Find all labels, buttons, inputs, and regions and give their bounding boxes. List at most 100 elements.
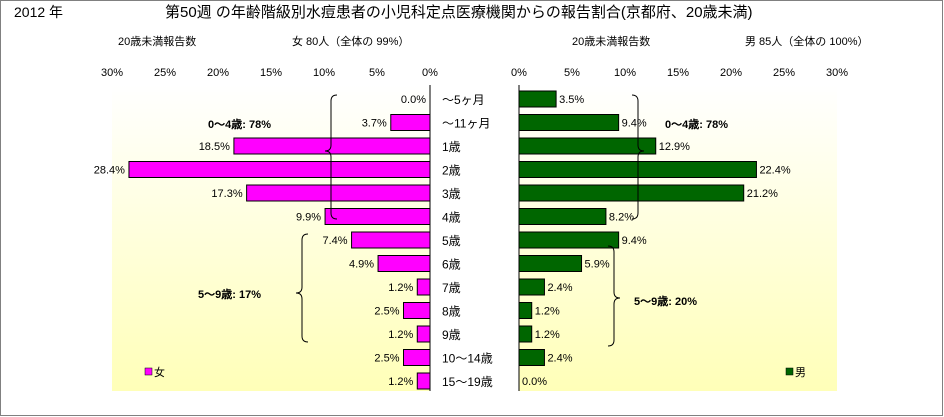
female-annotation-5-9: 5〜9歳: 17% <box>198 287 261 301</box>
male-axis-ticks: 0% 5% 10% 15% 20% 25% 30% <box>511 67 848 79</box>
category-label: 10〜14歳 <box>442 352 493 366</box>
category-labels: 〜5ヶ月〜11ヶ月 1歳 2歳 3歳 4歳 5歳 6歳 7歳 8歳 9歳 10〜14歳 15〜19歳 <box>442 93 493 389</box>
category-label: 4歳 <box>442 211 461 225</box>
male-data-labels: 3.5% 9.4% 12.9% 22.4% 21.2% 8.2% 9.4% 5.9% 2.4% 1… <box>522 94 791 388</box>
female-tick-label: 25% <box>154 67 176 79</box>
female-bar <box>403 302 431 319</box>
female-bar <box>324 208 431 225</box>
year-label: 2012 年 <box>14 4 63 20</box>
female-data-label: 7.4% <box>322 235 347 247</box>
category-label: 7歳 <box>442 281 461 295</box>
female-bar <box>416 372 431 390</box>
male-subtitle-total: 男 85人（全体の 100%） <box>745 34 868 48</box>
male-annotation-0-4: 0〜4歳: 78% <box>665 117 728 131</box>
male-data-label: 5.9% <box>585 259 610 271</box>
female-data-label: 28.4% <box>94 165 125 177</box>
male-tick-label: 20% <box>720 67 742 79</box>
female-tick-label: 15% <box>260 67 282 79</box>
category-label: 5歳 <box>442 234 461 248</box>
category-label: 3歳 <box>442 187 461 201</box>
male-bar <box>518 184 745 202</box>
male-bar <box>518 114 620 131</box>
female-bar <box>233 137 431 155</box>
male-data-label: 1.2% <box>535 329 560 341</box>
female-bar <box>246 184 431 202</box>
female-tick-label: 10% <box>313 67 335 79</box>
chart-title: 第50週 の年齢階級別水痘患者の小児科定点医療機関からの報告割合(京都府、20歳… <box>165 3 753 21</box>
male-tick-label: 0% <box>511 67 527 79</box>
male-data-label: 2.4% <box>547 282 572 294</box>
male-tick-label: 30% <box>826 67 848 79</box>
female-subtitle-count: 20歳未満報告数 <box>118 35 196 48</box>
female-age5-9-bracket <box>295 233 309 343</box>
male-age5-9-bracket <box>607 245 621 347</box>
female-axis-ticks: 30% 25% 20% 15% 10% 5% 0% <box>101 67 438 79</box>
male-legend-label: 男 <box>795 367 806 379</box>
category-label: 1歳 <box>442 140 461 154</box>
male-data-label: 9.4% <box>622 118 647 130</box>
female-data-labels: 0.0% 3.7% 18.5% 28.4% 17.3% 9.9%7.4%4.9% 1.2% 2… <box>94 94 426 388</box>
female-data-label: 17.3% <box>211 188 242 200</box>
category-label: 15〜19歳 <box>442 375 493 389</box>
category-label: 〜5ヶ月 <box>442 93 485 107</box>
male-subtitle-count: 20歳未満報告数 <box>572 35 650 48</box>
male-bar <box>518 90 557 108</box>
male-bar <box>518 137 657 155</box>
male-bar <box>518 349 545 366</box>
female-tick-label: 0% <box>422 67 438 79</box>
male-age0-4-bracket <box>631 94 645 220</box>
male-data-label: 22.4% <box>759 165 790 177</box>
male-bar <box>518 255 583 272</box>
male-annotation-5-9: 5〜9歳: 20% <box>634 294 697 308</box>
female-data-label: 9.9% <box>296 212 321 224</box>
female-bar <box>351 231 431 249</box>
female-bars <box>128 114 431 390</box>
male-data-label: 12.9% <box>659 141 690 153</box>
male-legend-swatch <box>785 367 794 376</box>
female-data-label: 1.2% <box>388 329 413 341</box>
female-age0-4-bracket <box>324 94 338 220</box>
male-bar <box>518 278 545 296</box>
male-bar <box>518 231 620 249</box>
female-bar <box>128 161 431 178</box>
female-data-label: 0.0% <box>401 94 426 106</box>
female-bar <box>390 114 431 131</box>
female-data-label: 1.2% <box>388 282 413 294</box>
male-data-label: 9.4% <box>622 235 647 247</box>
female-legend-label: 女 <box>154 365 165 379</box>
category-label: 8歳 <box>442 305 461 319</box>
female-bar <box>377 255 431 272</box>
male-data-label: 3.5% <box>559 94 584 106</box>
category-label: 9歳 <box>442 328 461 342</box>
male-data-label: 1.2% <box>535 306 560 318</box>
female-legend-swatch <box>144 367 153 376</box>
category-label: 2歳 <box>442 164 461 178</box>
male-bar <box>518 325 533 343</box>
male-data-label: 0.0% <box>522 376 547 388</box>
female-bar <box>416 325 431 343</box>
female-annotation-0-4: 0〜4歳: 78% <box>208 117 271 131</box>
female-data-label: 1.2% <box>388 376 413 388</box>
female-data-label: 4.9% <box>349 259 374 271</box>
male-tick-label: 25% <box>773 67 795 79</box>
female-data-label: 18.5% <box>199 141 230 153</box>
female-tick-label: 20% <box>207 67 229 79</box>
category-label: 〜11ヶ月 <box>442 117 490 131</box>
female-tick-label: 30% <box>101 67 123 79</box>
male-tick-label: 15% <box>667 67 689 79</box>
male-bar <box>518 302 533 319</box>
female-subtitle-total: 女 80人（全体の 99%） <box>292 34 409 48</box>
category-label: 6歳 <box>442 258 461 272</box>
male-tick-label: 5% <box>564 67 580 79</box>
male-bar <box>518 208 607 225</box>
female-data-label: 2.5% <box>374 353 399 365</box>
female-tick-label: 5% <box>369 67 385 79</box>
female-data-label: 2.5% <box>374 306 399 318</box>
female-bar <box>403 349 431 366</box>
male-data-label: 8.2% <box>609 212 634 224</box>
male-data-label: 21.2% <box>747 188 778 200</box>
female-data-label: 3.7% <box>362 118 387 130</box>
male-tick-label: 10% <box>614 67 636 79</box>
male-data-label: 2.4% <box>547 353 572 365</box>
